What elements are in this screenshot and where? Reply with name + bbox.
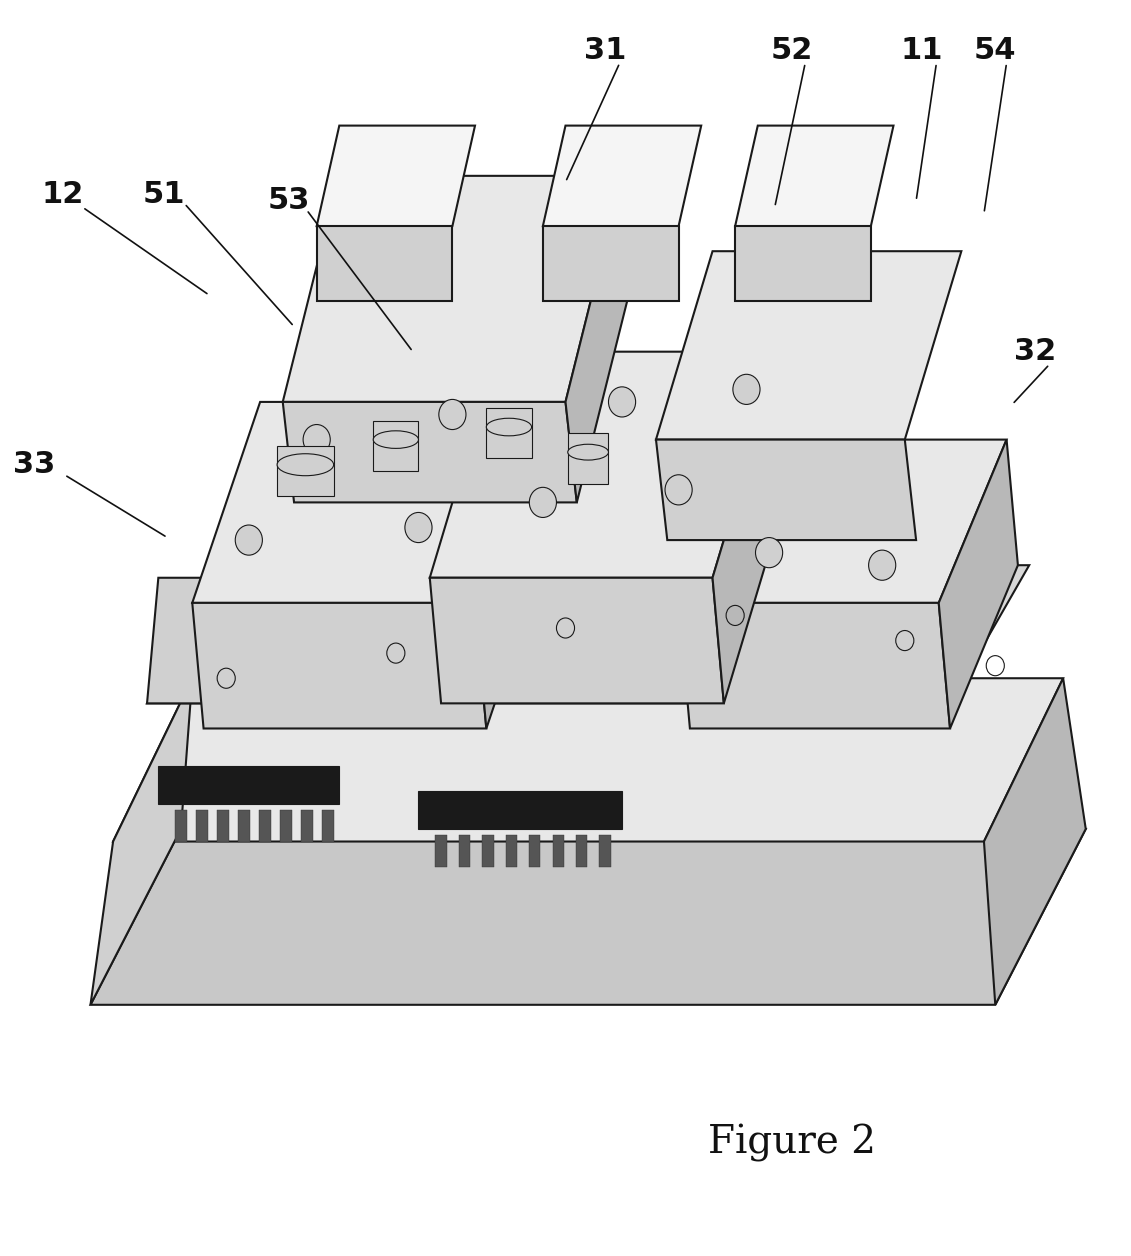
Polygon shape bbox=[430, 352, 780, 578]
Circle shape bbox=[303, 425, 330, 455]
Polygon shape bbox=[301, 810, 312, 842]
Polygon shape bbox=[90, 678, 192, 1005]
Polygon shape bbox=[113, 678, 1063, 842]
Polygon shape bbox=[277, 446, 334, 496]
Polygon shape bbox=[418, 791, 622, 829]
Polygon shape bbox=[317, 126, 475, 226]
Polygon shape bbox=[506, 835, 517, 867]
Polygon shape bbox=[197, 810, 208, 842]
Polygon shape bbox=[543, 126, 701, 226]
Circle shape bbox=[235, 525, 262, 555]
Polygon shape bbox=[984, 678, 1086, 1005]
Text: 53: 53 bbox=[267, 186, 310, 216]
Polygon shape bbox=[373, 421, 418, 471]
Polygon shape bbox=[192, 603, 486, 728]
Polygon shape bbox=[576, 835, 587, 867]
Polygon shape bbox=[430, 578, 724, 703]
Polygon shape bbox=[147, 578, 238, 703]
Ellipse shape bbox=[277, 453, 334, 476]
Polygon shape bbox=[735, 126, 893, 226]
Circle shape bbox=[869, 550, 896, 580]
Polygon shape bbox=[599, 835, 611, 867]
Polygon shape bbox=[283, 402, 577, 502]
Circle shape bbox=[529, 487, 556, 517]
Text: 32: 32 bbox=[1013, 337, 1056, 367]
Polygon shape bbox=[192, 402, 543, 603]
Polygon shape bbox=[280, 810, 292, 842]
Text: 51: 51 bbox=[143, 180, 185, 210]
Polygon shape bbox=[656, 251, 961, 440]
Polygon shape bbox=[239, 810, 250, 842]
Polygon shape bbox=[158, 766, 339, 804]
Ellipse shape bbox=[373, 431, 418, 448]
Polygon shape bbox=[322, 810, 334, 842]
Text: 33: 33 bbox=[12, 450, 55, 480]
Polygon shape bbox=[317, 226, 452, 301]
Text: 11: 11 bbox=[900, 35, 943, 65]
Circle shape bbox=[733, 374, 760, 404]
Circle shape bbox=[439, 399, 466, 430]
Text: 12: 12 bbox=[41, 180, 84, 210]
Ellipse shape bbox=[568, 445, 608, 460]
Polygon shape bbox=[217, 810, 228, 842]
Polygon shape bbox=[147, 565, 1029, 703]
Polygon shape bbox=[259, 810, 270, 842]
Polygon shape bbox=[939, 440, 1018, 728]
Polygon shape bbox=[283, 176, 622, 402]
Polygon shape bbox=[568, 433, 608, 484]
Text: 52: 52 bbox=[770, 35, 813, 65]
Polygon shape bbox=[656, 440, 916, 540]
Text: Figure 2: Figure 2 bbox=[708, 1124, 875, 1162]
Polygon shape bbox=[435, 835, 447, 867]
Polygon shape bbox=[90, 829, 1086, 1005]
Polygon shape bbox=[553, 835, 564, 867]
Polygon shape bbox=[459, 835, 470, 867]
Polygon shape bbox=[482, 835, 493, 867]
Polygon shape bbox=[475, 402, 554, 728]
Polygon shape bbox=[486, 408, 532, 458]
Polygon shape bbox=[735, 226, 871, 301]
Circle shape bbox=[756, 538, 783, 568]
Polygon shape bbox=[566, 176, 633, 502]
Polygon shape bbox=[175, 810, 187, 842]
Polygon shape bbox=[679, 440, 1007, 603]
Ellipse shape bbox=[486, 418, 532, 436]
Circle shape bbox=[665, 475, 692, 505]
Circle shape bbox=[405, 512, 432, 543]
Polygon shape bbox=[543, 226, 679, 301]
Polygon shape bbox=[713, 352, 792, 703]
Text: 31: 31 bbox=[584, 35, 627, 65]
Polygon shape bbox=[679, 603, 950, 728]
Text: 54: 54 bbox=[974, 35, 1017, 65]
Circle shape bbox=[608, 387, 636, 417]
Polygon shape bbox=[529, 835, 541, 867]
